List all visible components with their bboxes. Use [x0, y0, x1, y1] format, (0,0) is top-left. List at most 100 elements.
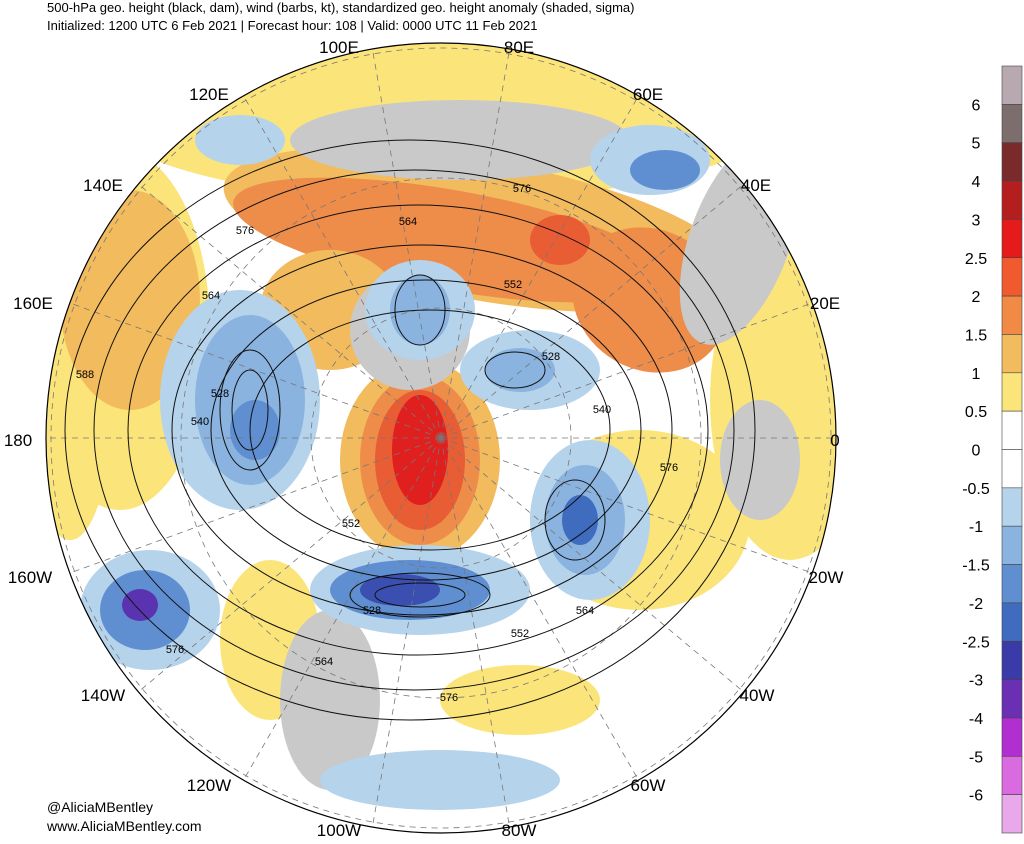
- meridian: [440, 91, 642, 439]
- meridian: [134, 437, 442, 696]
- colorbar-swatch: [1001, 449, 1023, 489]
- contour-label: 528: [542, 351, 560, 363]
- colorbar-label: -1: [969, 519, 983, 536]
- contour-label: 540: [191, 416, 209, 428]
- meridian: [371, 437, 442, 832]
- title: 500-hPa geo. height (black, dam), wind (…: [47, 0, 635, 15]
- colorbar-swatch: [1001, 602, 1023, 642]
- colorbar-swatch: [1001, 257, 1023, 297]
- colorbar: 6 5 4 3 2.5 2 1.5 1 0.5 0 -0.5 -1 -1.5 -2 -2.5 -3 -4 -5 -6: [962, 65, 1023, 834]
- height-contour: [210, 279, 642, 581]
- anomaly-shading: [360, 574, 440, 606]
- meridian: [440, 300, 818, 439]
- longitude-label: 160W: [8, 568, 52, 587]
- longitude-label: 20W: [809, 568, 844, 587]
- colorbar-label: 0.5: [965, 404, 987, 421]
- contour-label: 528: [363, 605, 381, 617]
- colorbar-swatch: [1001, 219, 1023, 259]
- longitude-label: 100W: [317, 821, 361, 839]
- anomaly-shading: [562, 495, 598, 545]
- anomaly-shading: [280, 610, 380, 790]
- colorbar-label: 4: [972, 174, 981, 191]
- map-labels: 100E 80E 120E 60E 140E 40E 160E 20E 180 0 160W 20W 1…: [4, 38, 844, 840]
- height-contour: [171, 244, 673, 616]
- longitude-label: 160E: [13, 294, 53, 313]
- meridian: [440, 437, 818, 576]
- longitude-label: 180: [4, 431, 32, 450]
- height-contour: [127, 204, 709, 656]
- colorbar-label: -1.5: [962, 558, 990, 575]
- contour-label: 528: [211, 388, 229, 400]
- colorbar-swatch: [1001, 104, 1023, 143]
- anomaly-shading: [195, 315, 305, 485]
- contour-label: 552: [342, 518, 360, 530]
- anomaly-shading: [233, 177, 667, 303]
- contour-label: 564: [576, 605, 594, 617]
- longitude-label: 40W: [740, 686, 775, 705]
- meridian: [440, 44, 511, 439]
- height-contour: [249, 309, 611, 551]
- colorbar-swatch: [1001, 679, 1023, 719]
- longitude-label: 0: [830, 431, 839, 450]
- longitude-label: 120E: [189, 85, 229, 104]
- colorbar-swatch: [1001, 142, 1023, 182]
- anomaly-shading: [440, 665, 600, 735]
- contour-label: 540: [593, 404, 611, 416]
- colorbar-label: 0: [972, 443, 981, 460]
- colorbar-label: 1.5: [965, 327, 987, 344]
- height-contour: [64, 139, 756, 721]
- longitude-label: 20E: [810, 294, 840, 313]
- latitude-circle: [310, 307, 572, 569]
- meridian: [440, 180, 748, 439]
- contour-label: 588: [76, 369, 94, 381]
- contour-label: 576: [513, 183, 531, 195]
- meridian: [371, 44, 442, 439]
- height-contour: [484, 351, 546, 389]
- colorbar-label: -2: [969, 596, 983, 613]
- credit-site: www.AliciaMBentley.com: [46, 818, 202, 834]
- subtitle: Initialized: 1200 UTC 6 Feb 2021 | Forec…: [47, 18, 537, 33]
- height-contour: [231, 369, 269, 451]
- colorbar-label: 2.5: [965, 251, 987, 268]
- longitude-label: 100E: [319, 38, 359, 57]
- anomaly-shading: [290, 100, 630, 180]
- contour-label: 564: [399, 216, 417, 228]
- colorbar-swatch: [1001, 410, 1023, 450]
- anomaly-shading: [122, 589, 158, 621]
- colorbar-label: -0.5: [962, 481, 990, 498]
- meridian: [440, 437, 511, 832]
- colorbar-swatch: [1001, 640, 1023, 680]
- height-contour: [219, 349, 281, 471]
- meridian: [440, 437, 748, 696]
- colorbar-label: -2.5: [962, 634, 990, 651]
- contour-label: 552: [504, 279, 522, 291]
- longitude-label: 80W: [502, 821, 537, 839]
- colorbar-swatch: [1001, 180, 1023, 220]
- latitude-circle: [180, 177, 702, 699]
- anomaly-shading: [230, 400, 280, 460]
- meridian: [240, 437, 442, 785]
- anomaly-shading: [392, 395, 448, 505]
- colorbar-swatch: [1001, 755, 1023, 795]
- colorbar-label: 6: [972, 97, 981, 114]
- colorbar-label: -5: [969, 749, 983, 766]
- map-border: [45, 42, 837, 834]
- height-contour: [93, 169, 735, 691]
- map-field: [46, 43, 836, 833]
- contour-label: 576: [660, 462, 678, 474]
- longitude-label: 140E: [83, 176, 123, 195]
- longitude-label: 60E: [633, 85, 663, 104]
- colorbar-swatch: [1001, 525, 1023, 565]
- contour-label: 576: [166, 644, 184, 656]
- colorbar-label: -6: [969, 788, 983, 805]
- colorbar-label: -4: [969, 711, 983, 728]
- height-contour: [374, 582, 466, 608]
- colorbar-swatch: [1001, 794, 1023, 834]
- contour-label: 552: [511, 628, 529, 640]
- colorbar-label: 5: [972, 136, 981, 153]
- credit-handle: @AliciaMBentley: [47, 799, 153, 815]
- contour-label: 576: [236, 225, 254, 237]
- contour-label: 576: [440, 692, 458, 704]
- colorbar-swatch: [1001, 295, 1023, 335]
